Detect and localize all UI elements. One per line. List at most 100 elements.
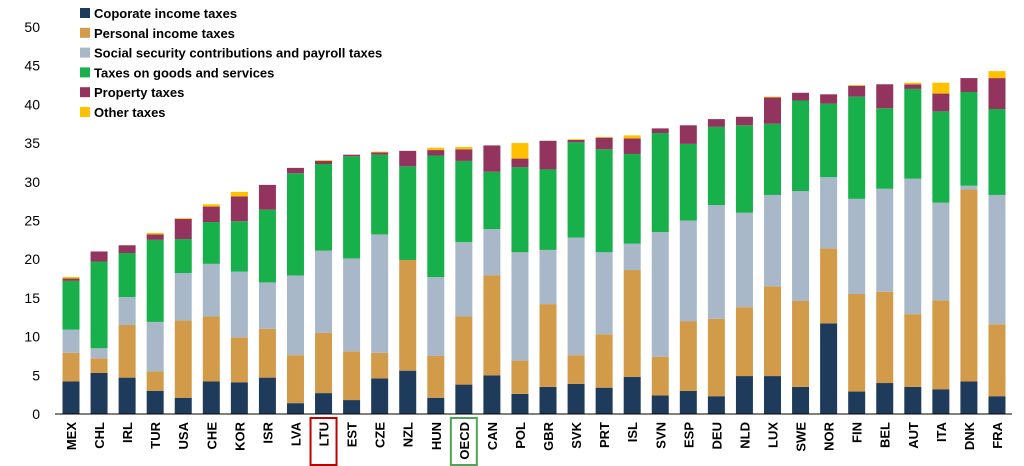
bar-segment-ita-3 [932,111,950,203]
x-tick-label: IRL [120,422,135,443]
bar-segment-isr-0 [258,377,276,414]
bar-segment-bel-1 [876,291,894,384]
bar-segment-fra-0 [988,396,1006,414]
bar-segment-fra-5 [988,71,1006,79]
bar-segment-fin-5 [848,85,866,86]
bar-segment-nor-4 [820,94,838,104]
x-tick-label: NLD [737,422,752,449]
bar-segment-oecd-4 [455,149,473,161]
bar-segment-prt-5 [595,136,613,138]
bar-stack-ita [932,82,950,414]
x-tick-label: NZL [401,422,416,447]
bar-segment-nld-1 [735,307,753,377]
bar-segment-isr-4 [258,184,276,210]
bar-stack-gbr [539,140,557,414]
bar-segment-hun-4 [427,150,445,156]
legend-swatch [80,107,90,117]
bar-segment-irl-4 [118,245,136,254]
bar-segment-svn-4 [651,128,669,134]
bar-stack-isr [258,184,276,414]
bar-segment-irl-3 [118,253,136,298]
bar-segment-isl-0 [623,376,641,414]
bar-segment-isl-1 [623,270,641,377]
legend-swatch [80,87,90,98]
bar-segment-kor-5 [230,191,248,197]
bar-segment-nor-3 [820,103,838,178]
bar-segment-bel-2 [876,188,894,292]
bar-segment-fin-0 [848,391,866,414]
bar-segment-che-2 [202,263,220,317]
bar-segment-tur-2 [146,321,164,372]
bar-segment-fin-4 [848,85,866,97]
bar-stack-can [483,145,501,414]
x-tick-label: ISR [260,421,275,443]
bar-segment-pol-3 [511,167,529,253]
bar-segment-ita-4 [932,93,950,112]
bar-segment-esp-2 [679,220,697,322]
bar-segment-svn-1 [651,356,669,396]
bar-segment-gbr-3 [539,169,557,250]
bar-segment-dnk-1 [960,189,978,382]
bar-segment-ita-1 [932,300,950,390]
bar-segment-isr-2 [258,282,276,329]
legend-label: Other taxes [94,105,166,120]
bar-stack-isl [623,135,641,414]
bar-segment-esp-3 [679,143,697,221]
bar-stack-bel [876,84,894,414]
bar-segment-aut-5 [904,82,922,85]
bar-stack-lux [764,96,781,414]
bar-segment-tur-1 [146,371,164,391]
x-tick-label: POL [513,422,528,449]
bar-segment-tur-0 [146,390,164,414]
bar-stack-che [202,204,220,414]
bar-stack-irl [118,245,136,414]
bar-stack-svn [651,128,669,414]
bar-segment-kor-3 [230,221,248,272]
bar-segment-svk-4 [567,140,585,143]
x-tick-label: CZE [373,422,388,448]
bar-segment-usa-5 [174,218,192,219]
bar-segment-can-4 [483,145,501,172]
bar-segment-ita-2 [932,202,950,301]
bar-segment-fin-1 [848,294,866,392]
x-tick-label: DEU [709,422,724,449]
bar-segment-ltu-4 [315,160,333,164]
bar-segment-cze-5 [371,151,389,153]
bar-segment-kor-4 [230,196,248,222]
bar-segment-est-4 [343,154,361,157]
bar-segment-chl-4 [90,251,108,262]
bar-segment-gbr-4 [539,140,557,170]
bar-segment-nld-3 [735,125,753,213]
bar-segment-est-3 [343,156,361,259]
x-tick-label: FRA [990,421,1005,448]
bar-segment-nzl-1 [399,259,417,371]
bar-segment-usa-0 [174,397,192,414]
bar-segment-lux-2 [764,194,781,287]
bar-segment-pol-0 [511,393,529,414]
y-tick-label: 25 [24,213,40,229]
bar-segment-isl-4 [623,138,641,154]
bar-segment-svn-0 [651,395,669,414]
bar-segment-can-0 [483,375,501,414]
x-tick-label: PRT [597,422,612,448]
bar-segment-nzl-0 [399,370,417,414]
bar-stack-deu [707,119,725,414]
bar-segment-mex-1 [62,352,80,382]
bar-segment-hun-1 [427,355,445,398]
bar-segment-dnk-0 [960,381,978,414]
bar-segment-est-1 [343,351,361,401]
bar-segment-isl-2 [623,243,641,271]
bar-stack-hun [427,147,445,414]
bar-segment-esp-4 [679,125,697,144]
bar-segment-svn-2 [651,232,669,357]
bar-segment-ltu-1 [315,332,333,394]
bar-segment-lux-1 [764,286,781,377]
highlight-box-ltu [309,417,338,466]
bar-segment-can-3 [483,171,501,230]
bar-segment-dnk-3 [960,92,978,186]
x-tick-label: SWE [794,422,809,452]
bar-stack-nzl [399,150,417,414]
bar-segment-nld-2 [735,212,753,308]
legend: Coporate income taxes Personal income tax… [80,6,382,120]
bar-segment-usa-2 [174,273,192,321]
